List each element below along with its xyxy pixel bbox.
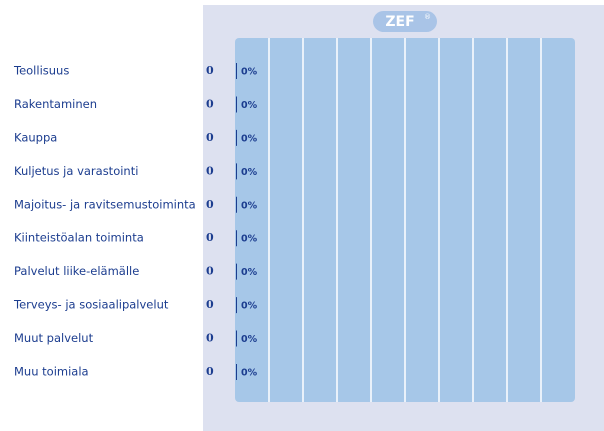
category-label: Kauppa [14, 130, 57, 144]
category-label: Muut palvelut [14, 331, 94, 345]
count-label: 0 [206, 64, 214, 77]
count-label: 0 [206, 131, 214, 144]
logo-mark: ® [424, 13, 431, 21]
value-label: 0% [241, 100, 258, 111]
logo: ZEF [385, 14, 414, 30]
count-label: 0 [206, 97, 214, 110]
count-label: 0 [206, 332, 214, 345]
category-label: Rakentaminen [14, 97, 97, 111]
value-label: 0% [241, 301, 258, 312]
category-label: Palvelut liike-elämälle [14, 264, 139, 278]
value-label: 0% [241, 167, 258, 178]
count-label: 0 [206, 298, 214, 311]
category-label: Teollisuus [13, 64, 69, 78]
value-label: 0% [241, 133, 258, 144]
count-label: 0 [206, 164, 214, 177]
category-label: Muu toimiala [14, 364, 89, 378]
value-label: 0% [241, 234, 258, 245]
value-label: 0% [241, 334, 258, 345]
count-label: 0 [206, 231, 214, 244]
count-label: 0 [206, 198, 214, 211]
value-label: 0% [241, 367, 258, 378]
category-label: Kuljetus ja varastointi [14, 164, 138, 178]
category-label: Majoitus- ja ravitsemustoiminta [14, 197, 196, 211]
value-label: 0% [241, 67, 258, 78]
logo-pill [373, 11, 437, 32]
count-label: 0 [206, 365, 214, 378]
value-label: 0% [241, 267, 258, 278]
value-label: 0% [241, 200, 258, 211]
category-label: Terveys- ja sosiaalipalvelut [13, 298, 169, 312]
count-label: 0 [206, 265, 214, 278]
category-label: Kiinteistöalan toiminta [14, 231, 144, 245]
